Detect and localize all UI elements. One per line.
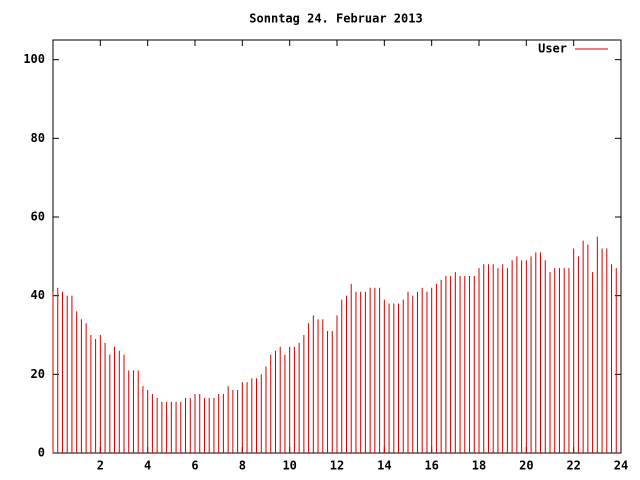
- x-tick-label: 18: [472, 459, 486, 473]
- chart-title: Sonntag 24. Februar 2013: [249, 12, 422, 26]
- y-tick-label: 40: [31, 288, 45, 302]
- x-tick-label: 22: [566, 459, 580, 473]
- y-tick-label: 20: [31, 367, 45, 381]
- legend-label: User: [538, 42, 567, 56]
- x-tick-label: 24: [614, 459, 628, 473]
- x-tick-label: 10: [282, 459, 296, 473]
- y-tick-label: 60: [31, 210, 45, 224]
- x-tick-label: 20: [519, 459, 533, 473]
- y-tick-label: 100: [23, 52, 45, 66]
- y-tick-label: 80: [31, 131, 45, 145]
- x-tick-label: 4: [144, 459, 151, 473]
- x-tick-label: 8: [239, 459, 246, 473]
- x-tick-label: 16: [424, 459, 438, 473]
- x-tick-label: 12: [330, 459, 344, 473]
- x-tick-label: 2: [97, 459, 104, 473]
- y-tick-label: 0: [38, 446, 45, 460]
- x-tick-label: 14: [377, 459, 391, 473]
- x-tick-label: 6: [191, 459, 198, 473]
